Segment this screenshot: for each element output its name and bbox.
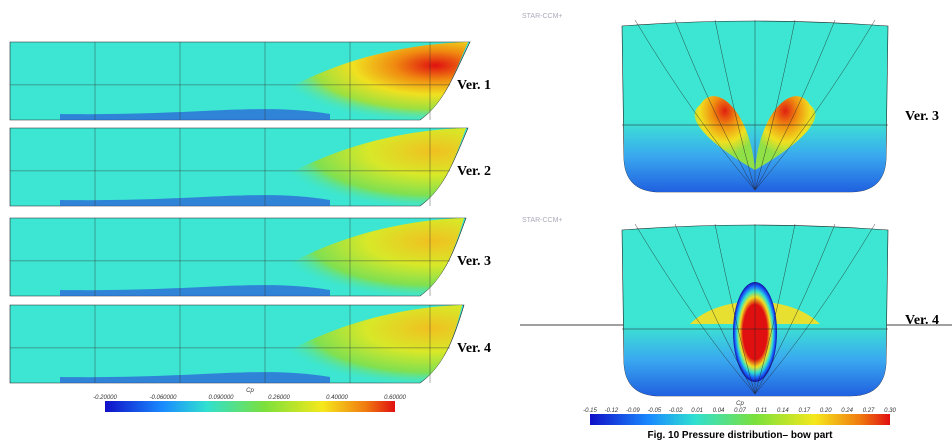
colorbar-tick: 0.40000 <box>326 395 348 401</box>
colorbar-tick: -0.060000 <box>149 395 177 401</box>
colorbar-tick: 0.090000 <box>208 395 234 401</box>
colorbar-tick: 0.24 <box>841 408 853 414</box>
panel-label: Ver. 3 <box>457 254 491 269</box>
panel-label: Ver. 4 <box>457 341 491 356</box>
colorbar-tick: 0.01 <box>691 408 703 414</box>
logo: STAR-CCM+ <box>522 217 563 224</box>
colorbar-tick: 0.60000 <box>384 395 406 401</box>
colorbar-tick: 0.27 <box>863 408 875 414</box>
colorbar-tick: -0.15 <box>583 408 597 414</box>
colorbar <box>105 401 395 412</box>
colorbar-tick: -0.02 <box>669 408 683 414</box>
panel-label: Ver. 1 <box>457 78 491 93</box>
figure: Ver. 1 Ver. 2 Ver. 3 Ver. 4 STAR-CCM+ Ver. 3 S… <box>0 0 952 445</box>
colorbar-tick: -0.05 <box>647 408 661 414</box>
colorbar-title: Cp <box>736 401 744 407</box>
panel-label: Ver. 4 <box>905 313 939 328</box>
colorbar-tick: 0.17 <box>798 408 810 414</box>
colorbar-tick: 0.04 <box>713 408 725 414</box>
colorbar-tick: 0.26000 <box>268 395 290 401</box>
caption: Fig. 10 Pressure distribution– bow part <box>647 430 833 441</box>
colorbar-tick: -0.20000 <box>93 395 117 401</box>
colorbar-tick: -0.12 <box>605 408 619 414</box>
logo: STAR-CCM+ <box>522 13 563 20</box>
panel-label: Ver. 2 <box>457 164 491 179</box>
colorbar-tick: 0.07 <box>734 408 746 414</box>
colorbar-title: Cp <box>246 388 254 394</box>
colorbar-tick: 0.20 <box>820 408 832 414</box>
colorbar-tick: 0.11 <box>756 408 767 414</box>
colorbar <box>590 414 890 425</box>
colorbar-tick: -0.09 <box>626 408 640 414</box>
panel-label: Ver. 3 <box>905 109 939 124</box>
colorbar-tick: 0.14 <box>777 408 789 414</box>
colorbar-tick: 0.30 <box>884 408 896 414</box>
